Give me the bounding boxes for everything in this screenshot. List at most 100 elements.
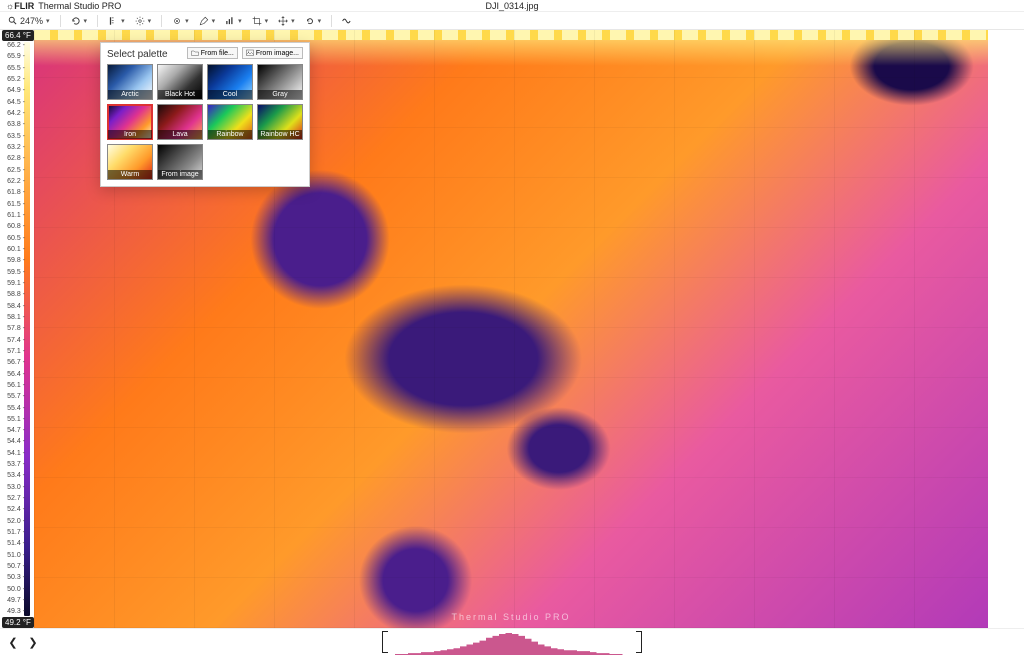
settings-menu[interactable] (133, 15, 154, 27)
scale-tick: 49.3 - (1, 608, 25, 615)
toolbar: 247% (0, 12, 1024, 30)
wave-icon (342, 16, 352, 26)
palette-swatch-gray[interactable]: Gray (257, 64, 303, 100)
palette-swatch-label: Rainbow HC (258, 130, 302, 139)
palette-swatch-arctic[interactable]: Arctic (107, 64, 153, 100)
bottom-bar: ❮ ❯ (0, 628, 1024, 659)
scale-tick: 65.2 - (1, 76, 25, 83)
scale-tick: 51.0 - (1, 552, 25, 559)
scale-tick: 54.4 - (1, 438, 25, 445)
palette-grid: Arctic Black Hot Cool Gray Iron Lava Rainbow Ra… (107, 64, 303, 180)
scale-tick: 56.1 - (1, 382, 25, 389)
scale-max-badge[interactable]: 66.4 °F (2, 30, 34, 41)
file-name: DJI_0314.jpg (485, 1, 538, 11)
scale-tick: 52.7 - (1, 495, 25, 502)
scale-tick: 54.1 - (1, 450, 25, 457)
palette-swatch-label: Iron (108, 130, 152, 139)
palette-popup: Select palette From file... From image..… (100, 42, 310, 187)
scale-tick: 55.4 - (1, 405, 25, 412)
palette-swatch-label: Gray (258, 90, 302, 99)
scale-tick: 64.5 - (1, 99, 25, 106)
scale-tick: 51.4 - (1, 540, 25, 547)
folder-icon (191, 49, 199, 57)
crop-menu[interactable] (250, 15, 271, 27)
scale-menu[interactable] (106, 15, 127, 27)
move-menu[interactable] (276, 15, 297, 27)
scale-tick: 59.1 - (1, 280, 25, 287)
scale-tick: 59.5 - (1, 269, 25, 276)
scale-tick: 56.4 - (1, 371, 25, 378)
scale-tick: 49.7 - (1, 597, 25, 604)
scale-tick: 51.7 - (1, 529, 25, 536)
titlebar: ☼FLIR Thermal Studio PRO DJI_0314.jpg (0, 0, 1024, 12)
rotate-menu[interactable] (303, 15, 324, 27)
palette-swatch-blackhot[interactable]: Black Hot (157, 64, 203, 100)
palette-swatch-label: Arctic (108, 90, 152, 99)
palette-swatch-label: From image (158, 170, 202, 179)
from-file-label: From file... (201, 50, 234, 57)
histogram-range-right[interactable] (636, 631, 642, 653)
scale-tick: 62.2 - (1, 178, 25, 185)
temperature-scale: 66.4 °F 66.2 - 65.9 - 65.5 - 65.2 - 64.9 - 64… (0, 30, 34, 628)
scale-tick: 57.4 - (1, 337, 25, 344)
zoom-icon (8, 16, 18, 26)
scale-tick: 61.1 - (1, 212, 25, 219)
palette-from-file-button[interactable]: From file... (187, 47, 238, 59)
scale-tick: 64.9 - (1, 87, 25, 94)
zoom-control[interactable]: 247% (6, 15, 52, 27)
palette-from-image-button[interactable]: From image... (242, 47, 303, 59)
scale-tick: 66.2 - (1, 42, 25, 49)
chart-menu[interactable] (223, 15, 244, 27)
histogram[interactable] (382, 631, 642, 655)
brand-logo: ☼FLIR (6, 1, 34, 11)
crop-icon (252, 16, 262, 26)
scale-tick: 55.7 - (1, 393, 25, 400)
scale-tick: 62.5 - (1, 167, 25, 174)
next-image-button[interactable]: ❯ (26, 635, 40, 649)
palette-swatch-rainbow[interactable]: Rainbow (207, 104, 253, 140)
from-image-label: From image... (256, 50, 299, 57)
palette-swatch-warm[interactable]: Warm (107, 144, 153, 180)
refresh-menu[interactable] (69, 15, 90, 27)
palette-swatch-label: Rainbow (208, 130, 252, 139)
scale-tick: 58.4 - (1, 303, 25, 310)
palette-swatch-iron[interactable]: Iron (107, 104, 153, 140)
toolbar-separator (97, 15, 98, 27)
scale-tick: 56.7 - (1, 359, 25, 366)
palette-swatch-label: Warm (108, 170, 152, 179)
scale-min-badge[interactable]: 49.2 °F (2, 617, 34, 628)
scale-tick: 58.8 - (1, 291, 25, 298)
scale-tick: 50.7 - (1, 563, 25, 570)
scale-tick: 58.1 - (1, 314, 25, 321)
palette-swatch-cool[interactable]: Cool (207, 64, 253, 100)
prev-image-button[interactable]: ❮ (6, 635, 20, 649)
scale-tick: 63.2 - (1, 144, 25, 151)
toolbar-separator (60, 15, 61, 27)
scale-tick: 57.1 - (1, 348, 25, 355)
scale-tick: 57.8 - (1, 325, 25, 332)
scale-tick: 61.5 - (1, 201, 25, 208)
palette-swatch-label: Cool (208, 90, 252, 99)
scale-tick: 61.8 - (1, 189, 25, 196)
gear-icon (135, 16, 145, 26)
wave-tool[interactable] (340, 15, 354, 27)
toolbar-separator (331, 15, 332, 27)
image-icon (246, 49, 254, 57)
palette-swatch-lava[interactable]: Lava (157, 104, 203, 140)
arrows-icon (278, 16, 288, 26)
palette-swatch-fromimage[interactable]: From image (157, 144, 203, 180)
scale-tick: 50.0 - (1, 586, 25, 593)
scale-tick: 53.0 - (1, 484, 25, 491)
rotate-icon (305, 16, 315, 26)
scale-tick: 64.2 - (1, 110, 25, 117)
scale-tick: 65.9 - (1, 53, 25, 60)
target-icon (172, 16, 182, 26)
scale-tick: 63.8 - (1, 121, 25, 128)
target-menu[interactable] (170, 15, 191, 27)
scale-tick: 65.5 - (1, 65, 25, 72)
palette-swatch-rainbowhc[interactable]: Rainbow HC (257, 104, 303, 140)
palette-swatch-label: Black Hot (158, 90, 202, 99)
draw-menu[interactable] (197, 15, 218, 27)
histogram-svg (382, 631, 642, 655)
scale-tick: 60.8 - (1, 223, 25, 230)
